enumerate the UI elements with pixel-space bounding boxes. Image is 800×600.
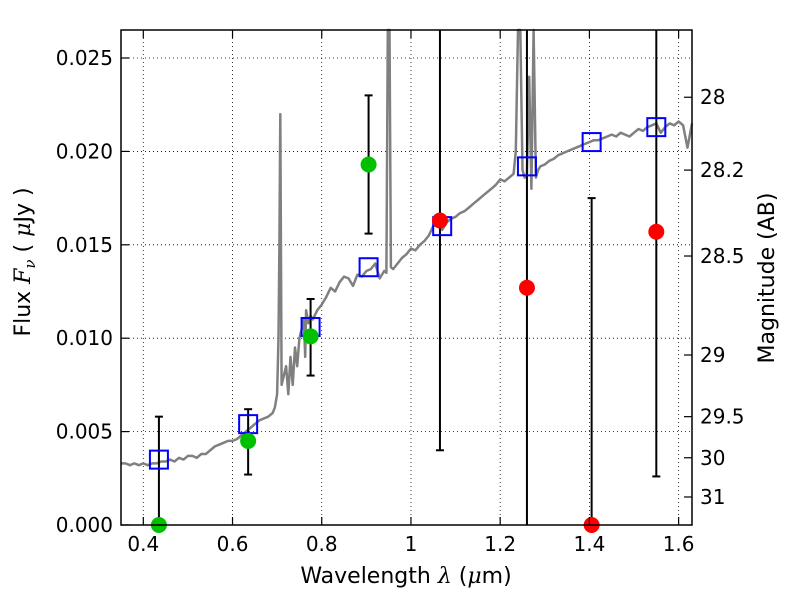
detection-point	[302, 328, 319, 345]
x-tick-label: 1.2	[484, 532, 516, 556]
spectrum-line	[121, 28, 694, 467]
axis-title-segment: (	[452, 564, 468, 589]
x-axis-title-text: Wavelength λ (μm)	[300, 564, 511, 589]
axis-title-segment: (	[11, 237, 36, 260]
x-tick-label: 0.4	[127, 532, 159, 556]
axis-title-segment: Wavelength	[300, 564, 438, 589]
y-tick-label: 0.025	[56, 46, 113, 70]
model-photometry-square	[516, 156, 537, 177]
x-tick-label: 1.6	[663, 532, 695, 556]
axis-title-segment: ( μJy )	[11, 187, 36, 259]
model-photometry-square	[358, 257, 379, 278]
model-photometry-square	[581, 132, 602, 153]
model-spectrum	[121, 28, 694, 467]
upper-limit-point	[518, 279, 535, 296]
y-tick-label: 0.020	[56, 139, 113, 163]
plot-frame	[120, 29, 693, 526]
axis-title-segment: Flux	[11, 284, 36, 337]
axis-title-symbol: μ	[467, 564, 481, 589]
axis-ticks: 0.4 0.6 0.8 1 1.2 1.4 1.6 0.000 0.005 0.010 0.015 0…	[56, 30, 745, 556]
x-tick-label: 0.8	[306, 532, 338, 556]
axis-title-symbol: F	[11, 268, 36, 285]
axis-title-symbol: μ	[11, 223, 36, 237]
grid	[121, 30, 692, 526]
y2-tick-label: 28.5	[700, 244, 745, 268]
y2-tick-label: 28.2	[700, 158, 745, 182]
upper-limit-point	[648, 223, 665, 240]
axis-title-segment: Jy )	[11, 187, 36, 224]
y-axis-title-text: Flux Fν ( μJy )	[11, 187, 39, 336]
detection-point	[240, 432, 257, 449]
x-tick-label: 1.4	[573, 532, 605, 556]
y-tick-label: 0.015	[56, 233, 113, 257]
y2-tick-label: 29	[700, 343, 725, 367]
x-tick-label: 0.6	[217, 532, 249, 556]
detection-point	[360, 156, 377, 173]
y-axis-title: Flux Fν ( μJy )	[11, 187, 39, 336]
y2-tick-label: 31	[700, 485, 725, 509]
y-tick-label: 0.005	[56, 420, 113, 444]
model-photometry-square	[148, 449, 169, 470]
y2-axis-title: Magnitude (AB)	[755, 193, 780, 364]
y-tick-label: 0.000	[56, 513, 113, 537]
x-axis-title: Wavelength λ (μm)	[300, 564, 511, 589]
y2-tick-label: 30	[700, 446, 725, 470]
model-photometry-square	[646, 117, 667, 138]
y2-tick-label: 29.5	[700, 405, 745, 429]
error-bars	[154, 30, 661, 525]
model-photometry	[148, 117, 667, 470]
x-tick-label: 1	[405, 532, 418, 556]
y-tick-label: 0.010	[56, 326, 113, 350]
plot-area	[121, 30, 692, 525]
axis-title-subscript: ν	[21, 259, 39, 268]
measured-photometry	[150, 156, 665, 533]
y2-tick-label: 28	[700, 85, 725, 109]
axis-title-segment: m)	[482, 564, 512, 589]
axis-title-symbol: λ	[437, 564, 452, 589]
upper-limit-point	[431, 212, 448, 229]
